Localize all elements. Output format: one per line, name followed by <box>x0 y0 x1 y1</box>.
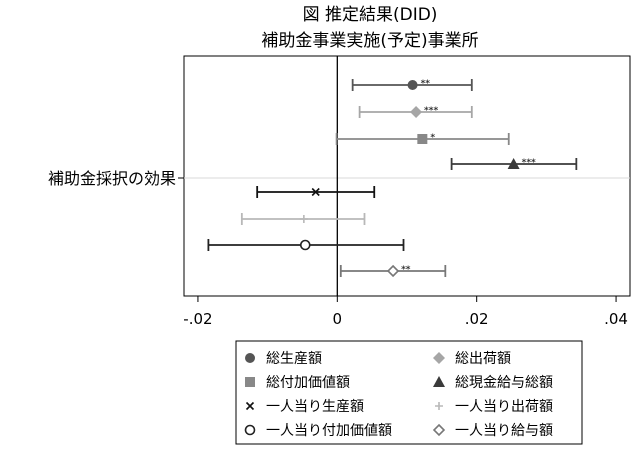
legend-label: 総出荷額 <box>455 351 511 367</box>
series-group <box>207 239 405 251</box>
legend-item: 一人当り生産額 <box>245 399 364 415</box>
legend-label: 一人当り付加価値額 <box>266 423 392 439</box>
legend-item: 一人当り給与額 <box>432 423 553 439</box>
point-estimate <box>507 158 520 169</box>
point-estimate <box>386 264 400 278</box>
legend-label: 一人当り生産額 <box>266 399 364 415</box>
legend-item: 一人当り出荷額 <box>435 399 553 415</box>
legend-label: 総現金給与総額 <box>455 375 553 391</box>
point-estimate <box>299 215 308 223</box>
legend-marker <box>245 401 255 411</box>
series-group: *** <box>450 158 578 170</box>
point-estimate <box>299 239 311 251</box>
significance-stars: ** <box>401 265 411 275</box>
legend-marker <box>245 353 255 363</box>
point-estimate <box>311 187 320 197</box>
point-estimate <box>417 134 428 144</box>
chart-title: 図 推定結果(DID) <box>303 5 438 25</box>
series-group <box>256 186 376 198</box>
x-axis-ticks: -.02 0 .02 .04 <box>183 296 628 328</box>
legend-item: 総付加価値額 <box>245 375 350 391</box>
point-estimate <box>410 106 423 118</box>
legend-marker <box>245 377 255 387</box>
legend-box <box>235 340 583 445</box>
legend-marker <box>435 402 443 410</box>
significance-stars: *** <box>424 106 438 116</box>
series-group: * <box>335 133 510 145</box>
x-tick-label: -.02 <box>183 310 212 328</box>
significance-stars: ** <box>421 79 431 89</box>
legend-label: 総生産額 <box>266 351 322 367</box>
y-axis-label: 補助金採択の効果 <box>48 169 176 188</box>
legend-marker <box>244 424 256 436</box>
series-group: *** <box>358 106 473 118</box>
legend-label: 総付加価値額 <box>266 375 350 391</box>
series-group: ** <box>339 264 447 278</box>
series-group: ** <box>351 79 473 91</box>
legend-label: 一人当り給与額 <box>455 423 553 439</box>
x-tick-label: .02 <box>465 310 489 328</box>
legend-marker <box>432 423 446 437</box>
legend-label: 一人当り出荷額 <box>455 399 553 415</box>
legend-item: 総生産額 <box>245 351 322 367</box>
significance-stars: * <box>430 133 435 143</box>
legend-item: 一人当り付加価値額 <box>244 423 392 439</box>
legend-item: 総出荷額 <box>433 351 511 367</box>
legend-item: 総現金給与総額 <box>433 375 553 391</box>
x-tick-label: 0 <box>333 310 343 328</box>
series-layer: *********** <box>207 79 578 278</box>
x-tick-label: .04 <box>604 310 628 328</box>
legend-marker <box>433 352 445 364</box>
significance-stars: *** <box>522 158 536 168</box>
plot-frame <box>183 55 631 297</box>
legend-marker <box>433 376 445 387</box>
chart-subtitle: 補助金事業実施(予定)事業所 <box>261 31 478 51</box>
point-estimate <box>407 80 418 90</box>
series-group <box>240 213 366 225</box>
